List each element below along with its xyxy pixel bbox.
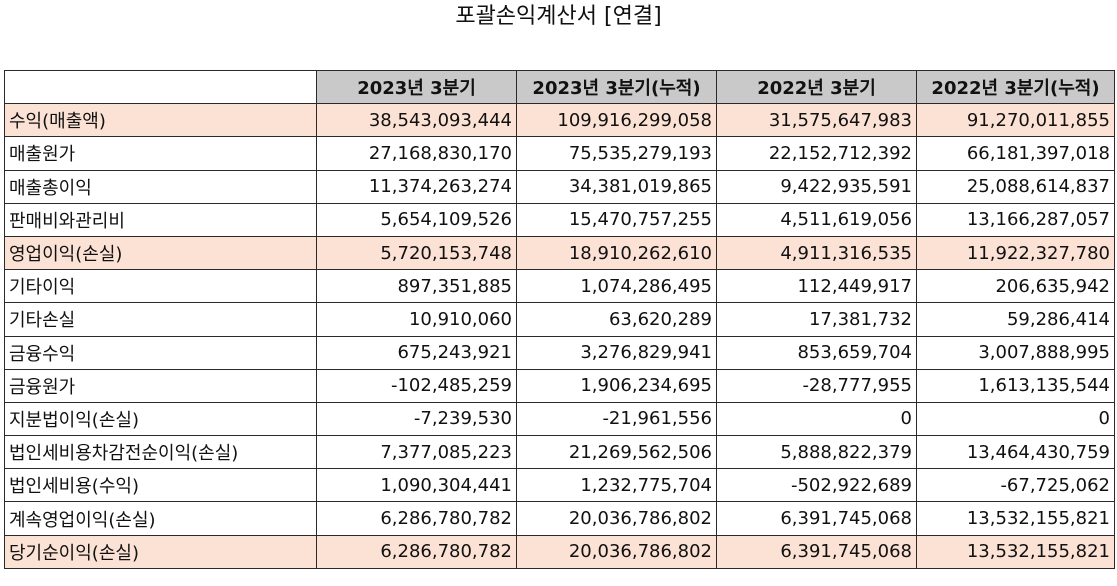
row-label: 계속영업이익(손실) <box>4 501 317 536</box>
value-cell: -7,239,530 <box>316 401 517 437</box>
value-cell: 112,449,917 <box>716 269 917 304</box>
value-cell: 22,152,712,392 <box>716 136 917 171</box>
value-cell: 13,532,155,821 <box>916 534 1115 569</box>
row-label: 판매비와관리비 <box>4 202 317 237</box>
header-corner-cell <box>4 69 317 105</box>
page-title: 포괄손익계산서 [연결] <box>455 4 662 29</box>
value-cell: 20,036,786,802 <box>516 501 717 536</box>
value-cell: 27,168,830,170 <box>316 136 517 171</box>
value-cell: 3,007,888,995 <box>916 335 1115 370</box>
row-label: 수익(매출액) <box>4 103 317 138</box>
value-cell: -67,725,062 <box>916 468 1115 503</box>
value-cell: 3,276,829,941 <box>516 335 717 370</box>
value-cell: 0 <box>716 401 917 437</box>
row-label: 당기순이익(손실) <box>4 534 317 569</box>
value-cell: 91,270,011,855 <box>916 103 1115 138</box>
value-cell: 13,166,287,057 <box>916 202 1115 237</box>
table-row: 수익(매출액) 38,543,093,444 109,916,299,058 31,5… <box>4 103 1115 138</box>
value-cell: 5,888,822,379 <box>716 435 917 470</box>
value-cell: -502,922,689 <box>716 468 917 503</box>
value-cell: 5,654,109,526 <box>316 202 517 237</box>
table-row: 매출원가 27,168,830,170 75,535,279,193 22,152,7… <box>4 136 1115 171</box>
value-cell: 13,464,430,759 <box>916 435 1115 470</box>
row-label: 지분법이익(손실) <box>4 401 317 437</box>
row-label: 매출총이익 <box>4 169 317 204</box>
table-row: 당기순이익(손실) 6,286,780,782 20,036,786,802 6,39… <box>4 534 1115 569</box>
value-cell: 4,911,316,535 <box>716 235 917 271</box>
table-row: 지분법이익(손실) -7,239,530 -21,961,556 0 0 <box>4 401 1115 437</box>
value-cell: 4,511,619,056 <box>716 202 917 237</box>
table-row: 기타이익 897,351,885 1,074,286,495 112,449,917 2… <box>4 269 1115 304</box>
value-cell: 6,391,745,068 <box>716 534 917 569</box>
value-cell: 17,381,732 <box>716 302 917 337</box>
table-row: 법인세비용차감전순이익(손실) 7,377,085,223 21,269,562,5… <box>4 435 1115 470</box>
value-cell: 10,910,060 <box>316 302 517 337</box>
value-cell: -102,485,259 <box>316 368 517 403</box>
row-label: 법인세비용차감전순이익(손실) <box>4 435 317 470</box>
value-cell: 109,916,299,058 <box>516 103 717 138</box>
value-cell: 0 <box>916 401 1115 437</box>
table-row: 판매비와관리비 5,654,109,526 15,470,757,255 4,511,… <box>4 202 1115 237</box>
table-row: 법인세비용(수익) 1,090,304,441 1,232,775,704 -502,… <box>4 468 1115 503</box>
value-cell: 1,906,234,695 <box>516 368 717 403</box>
value-cell: -21,961,556 <box>516 401 717 437</box>
value-cell: 1,074,286,495 <box>516 269 717 304</box>
row-label: 영업이익(손실) <box>4 235 317 271</box>
value-cell: 75,535,279,193 <box>516 136 717 171</box>
value-cell: 853,659,704 <box>716 335 917 370</box>
row-label: 금융수익 <box>4 335 317 370</box>
value-cell: 63,620,289 <box>516 302 717 337</box>
value-cell: 206,635,942 <box>916 269 1115 304</box>
value-cell: 25,088,614,837 <box>916 169 1115 204</box>
column-header-2022-q3: 2022년 3분기 <box>716 69 917 105</box>
table-row: 영업이익(손실) 5,720,153,748 18,910,262,610 4,911… <box>4 235 1115 271</box>
value-cell: 897,351,885 <box>316 269 517 304</box>
value-cell: 21,269,562,506 <box>516 435 717 470</box>
column-header-2022-q3-cumulative: 2022년 3분기(누적) <box>916 69 1115 105</box>
value-cell: -28,777,955 <box>716 368 917 403</box>
value-cell: 38,543,093,444 <box>316 103 517 138</box>
table-row: 금융수익 675,243,921 3,276,829,941 853,659,704 3… <box>4 335 1115 370</box>
column-header-2023-q3-cumulative: 2023년 3분기(누적) <box>516 69 717 105</box>
value-cell: 34,381,019,865 <box>516 169 717 204</box>
value-cell: 11,374,263,274 <box>316 169 517 204</box>
column-header-2023-q3: 2023년 3분기 <box>316 69 517 105</box>
value-cell: 1,613,135,544 <box>916 368 1115 403</box>
value-cell: 31,575,647,983 <box>716 103 917 138</box>
row-label: 금융원가 <box>4 368 317 403</box>
value-cell: 15,470,757,255 <box>516 202 717 237</box>
value-cell: 6,286,780,782 <box>316 534 517 569</box>
value-cell: 13,532,155,821 <box>916 501 1115 536</box>
value-cell: 7,377,085,223 <box>316 435 517 470</box>
value-cell: 11,922,327,780 <box>916 235 1115 271</box>
row-label: 매출원가 <box>4 136 317 171</box>
value-cell: 1,232,775,704 <box>516 468 717 503</box>
value-cell: 66,181,397,018 <box>916 136 1115 171</box>
header-row: 2023년 3분기 2023년 3분기(누적) 2022년 3분기 2022년 … <box>4 69 1115 105</box>
row-label: 기타손실 <box>4 302 317 337</box>
value-cell: 675,243,921 <box>316 335 517 370</box>
value-cell: 6,391,745,068 <box>716 501 917 536</box>
table-row: 기타손실 10,910,060 63,620,289 17,381,732 59,286… <box>4 302 1115 337</box>
table-row: 매출총이익 11,374,263,274 34,381,019,865 9,422,9… <box>4 169 1115 204</box>
value-cell: 59,286,414 <box>916 302 1115 337</box>
value-cell: 5,720,153,748 <box>316 235 517 271</box>
table-row: 계속영업이익(손실) 6,286,780,782 20,036,786,802 6,3… <box>4 501 1115 536</box>
value-cell: 9,422,935,591 <box>716 169 917 204</box>
value-cell: 20,036,786,802 <box>516 534 717 569</box>
value-cell: 18,910,262,610 <box>516 235 717 271</box>
income-statement-table: 2023년 3분기 2023년 3분기(누적) 2022년 3분기 2022년 … <box>4 69 1115 569</box>
value-cell: 6,286,780,782 <box>316 501 517 536</box>
table-row: 금융원가 -102,485,259 1,906,234,695 -28,777,955… <box>4 368 1115 403</box>
row-label: 기타이익 <box>4 269 317 304</box>
value-cell: 1,090,304,441 <box>316 468 517 503</box>
row-label: 법인세비용(수익) <box>4 468 317 503</box>
